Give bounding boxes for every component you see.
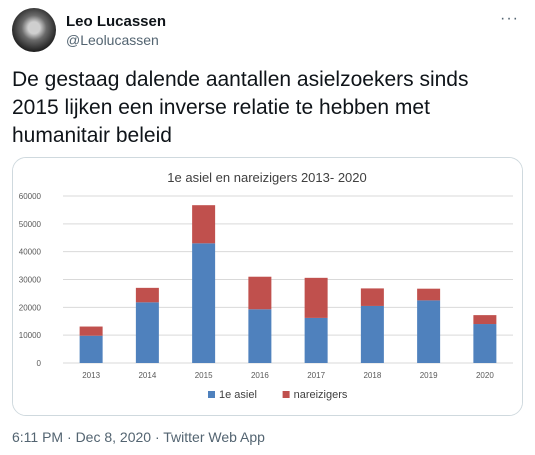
bar-segment-first-asylum <box>135 302 159 363</box>
y-tick-label: 30000 <box>19 276 42 285</box>
bar-segment-first-asylum <box>360 305 384 363</box>
y-tick-label: 50000 <box>19 220 42 229</box>
meta-separator: · <box>67 429 72 445</box>
x-tick-label: 2017 <box>307 371 325 380</box>
bar-segment-first-asylum <box>192 243 216 363</box>
tweet-date[interactable]: Dec 8, 2020 <box>75 429 152 445</box>
tweet-time[interactable]: 6:11 PM <box>12 429 64 445</box>
bar-segment-first-asylum <box>473 324 497 363</box>
bar-segment-family-reunification <box>135 287 159 303</box>
tweet-text: De gestaag dalende aantallen asielzoeker… <box>12 68 469 147</box>
y-tick-label: 40000 <box>19 248 42 257</box>
user-handle[interactable]: @Leolucassen <box>66 32 159 48</box>
bar-segment-first-asylum <box>248 309 272 363</box>
x-tick-label: 2020 <box>476 371 494 380</box>
y-tick-label: 10000 <box>19 331 42 340</box>
axis-layer: 0 10000 20000 30000 40000 50000 60000 2013 2014 2… <box>19 192 495 380</box>
y-tick-label: 20000 <box>19 303 42 312</box>
x-tick-label: 2015 <box>195 371 213 380</box>
more-options-icon[interactable]: ··· <box>500 10 519 27</box>
bar-segment-family-reunification <box>304 277 328 318</box>
x-tick-label: 2016 <box>251 371 269 380</box>
legend-layer: 1e asiel nareizigers <box>208 389 348 401</box>
x-tick-label: 2013 <box>82 371 100 380</box>
legend-label: 1e asiel <box>219 389 257 401</box>
user-display-name[interactable]: Leo Lucassen <box>66 13 167 30</box>
legend-swatch <box>282 391 290 398</box>
legend-swatch <box>208 391 215 398</box>
bar-segment-family-reunification <box>360 288 384 306</box>
bar-segment-family-reunification <box>192 205 216 244</box>
bar-segment-family-reunification <box>473 315 497 325</box>
x-tick-label: 2019 <box>420 371 438 380</box>
bar-segment-first-asylum <box>417 300 441 363</box>
tweet-meta: 6:11 PM · Dec 8, 2020 · Twitter Web App <box>12 429 265 445</box>
y-tick-label: 0 <box>37 359 42 368</box>
y-tick-label: 60000 <box>19 192 42 201</box>
stacked-bar-chart: 1e asiel en nareizigers 2013- 2020 0 1000… <box>13 158 522 415</box>
chart-title: 1e asiel en nareizigers 2013- 2020 <box>167 170 366 185</box>
avatar[interactable] <box>12 8 56 52</box>
x-tick-label: 2018 <box>363 371 381 380</box>
meta-separator: · <box>154 429 160 445</box>
bar-segment-first-asylum <box>79 335 103 363</box>
bar-layer <box>79 205 497 363</box>
bar-segment-first-asylum <box>304 317 328 363</box>
legend-label: nareizigers <box>294 389 348 401</box>
tweet-media-chart[interactable]: 1e asiel en nareizigers 2013- 2020 0 1000… <box>12 157 523 416</box>
x-tick-label: 2014 <box>138 371 156 380</box>
bar-segment-family-reunification <box>417 288 441 301</box>
bar-segment-family-reunification <box>79 326 103 336</box>
bar-segment-family-reunification <box>248 276 272 310</box>
tweet-source[interactable]: Twitter Web App <box>163 429 265 445</box>
